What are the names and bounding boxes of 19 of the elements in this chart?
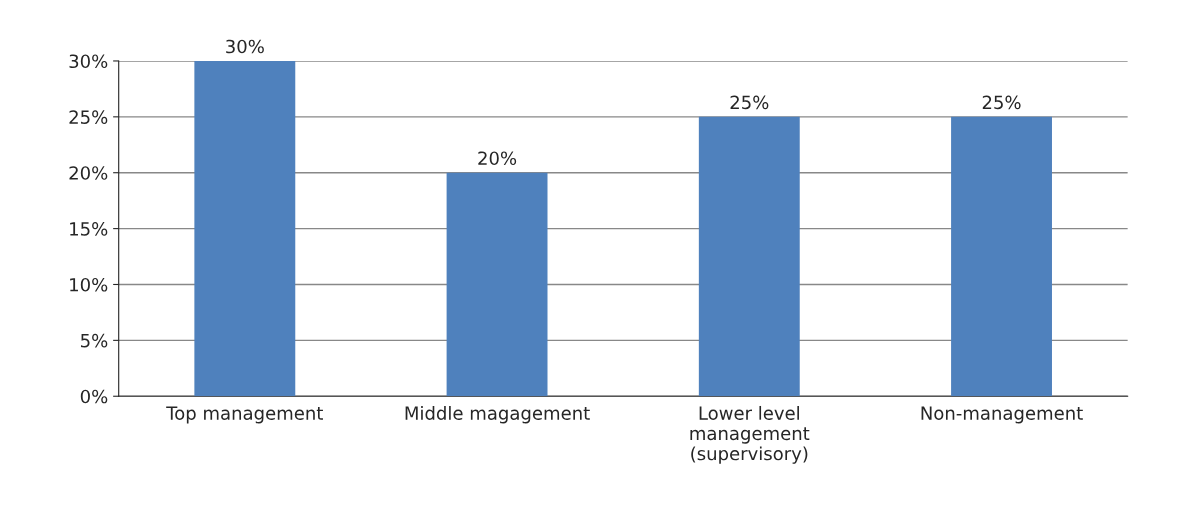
- y-tick-label: 25%: [69, 110, 108, 124]
- data-label: 20%: [478, 151, 517, 166]
- x-tick-label: Non-management: [921, 406, 1083, 424]
- bar: [194, 60, 296, 397]
- data-label: 25%: [982, 95, 1021, 110]
- y-tick-label: 5%: [81, 333, 108, 348]
- data-label: 30%: [226, 39, 264, 54]
- x-tick-label: Top management: [166, 406, 323, 424]
- y-tick-label: 20%: [69, 166, 108, 180]
- y-tick-label: 10%: [70, 277, 108, 292]
- data-label: 25%: [730, 95, 769, 110]
- bar: [951, 116, 1052, 397]
- bar: [446, 172, 548, 397]
- x-tick-label: Middle magagement: [405, 405, 590, 424]
- y-tick-label: 15%: [70, 222, 108, 236]
- y-tick-label: 0%: [80, 389, 108, 404]
- bar: [698, 116, 800, 397]
- y-tick-label: 30%: [69, 54, 108, 69]
- x-tick-label: Lower level management (supervisory): [690, 405, 810, 464]
